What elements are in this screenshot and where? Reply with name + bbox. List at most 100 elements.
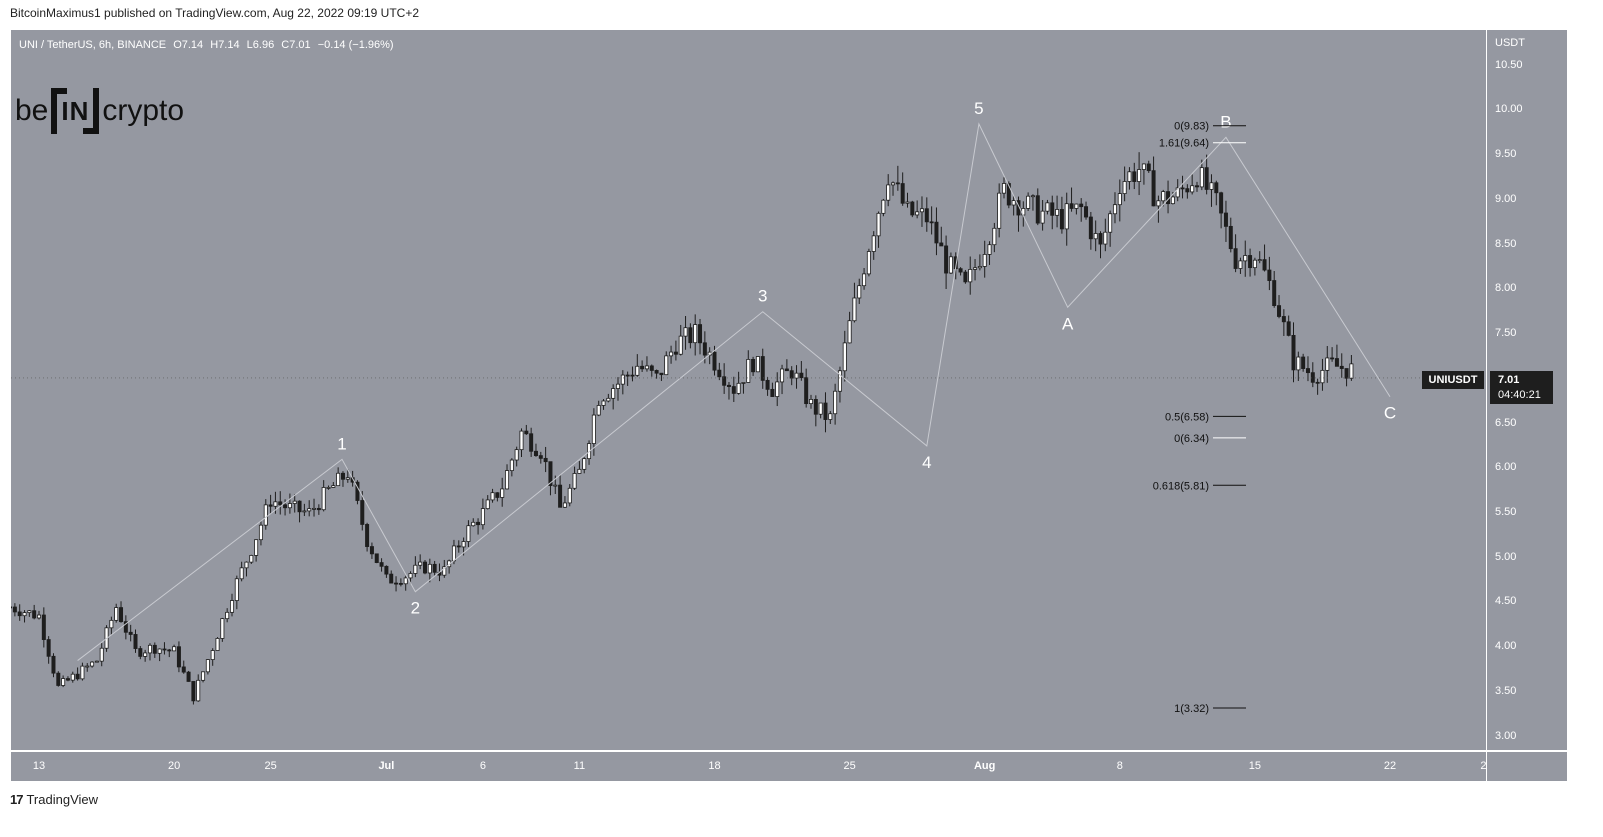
candle-body <box>12 606 17 613</box>
candle-body <box>1035 195 1040 224</box>
candle-body <box>939 242 944 247</box>
candle-body <box>403 577 408 585</box>
candle-body <box>548 461 553 486</box>
candle-body <box>1330 357 1335 360</box>
candle-body <box>11 606 13 609</box>
symbol-name[interactable]: UNI / TetherUS, 6h, BINANCE <box>19 39 167 51</box>
candle-body <box>85 665 90 668</box>
candle-body <box>316 507 321 511</box>
time-axis[interactable]: 132025Jul6111825Aug8152227 <box>11 751 1493 781</box>
candle-body <box>562 502 567 508</box>
candle-body <box>1055 209 1060 216</box>
candle-body <box>736 382 741 394</box>
candle-body <box>1045 202 1050 212</box>
candle-body <box>1248 255 1253 269</box>
price-tick-label: 4.00 <box>1495 640 1517 653</box>
candle-body <box>302 510 307 513</box>
price-tick-label: 6.50 <box>1495 416 1517 429</box>
candle-body <box>731 386 736 394</box>
candle-body <box>476 521 481 526</box>
candle-body <box>770 388 775 397</box>
candle-body <box>1195 185 1200 188</box>
candle-body <box>722 376 727 386</box>
price-tick-label: 7.50 <box>1495 327 1517 340</box>
candle-body <box>1161 191 1166 202</box>
candle-body <box>456 545 461 548</box>
candle-body <box>143 652 148 657</box>
candle-body <box>891 182 896 186</box>
candle-body <box>919 208 924 213</box>
candle-body <box>1305 368 1310 374</box>
candle-body <box>948 256 953 274</box>
candle-body <box>162 648 167 651</box>
candle-body <box>982 254 987 267</box>
candle-body <box>408 573 413 579</box>
open-key: O <box>173 39 182 51</box>
candle-body <box>1006 183 1011 206</box>
candle-body <box>746 359 751 383</box>
low-value: 6.96 <box>252 39 275 51</box>
footer-brand[interactable]: 17 TradingView <box>10 792 98 807</box>
candle-body <box>837 370 842 392</box>
candle-body <box>866 251 871 275</box>
time-tick-label: 25 <box>843 760 856 772</box>
candle-body <box>229 600 234 613</box>
candle-body <box>567 487 572 504</box>
chart-area[interactable]: UNI / TetherUS, 6h, BINANCE O7.14 H7.14 … <box>11 30 1486 750</box>
candle-body <box>1064 203 1069 230</box>
candle-body <box>167 649 172 652</box>
candle-body <box>379 562 384 567</box>
time-tick-label: 15 <box>1248 760 1262 772</box>
wave-label: 3 <box>758 287 767 306</box>
candle-body <box>886 184 891 201</box>
candle-body <box>760 356 765 381</box>
candle-body <box>345 477 350 480</box>
candle-body <box>1325 357 1330 371</box>
candles <box>11 152 1354 705</box>
candle-body <box>780 368 785 383</box>
logo-box: IN <box>51 88 100 134</box>
price-tick-label: 10.00 <box>1495 103 1523 116</box>
candle-body <box>1117 193 1122 206</box>
candle-body <box>987 244 992 255</box>
candle-body <box>828 413 833 420</box>
candle-body <box>191 681 196 702</box>
candle-body <box>1050 202 1055 216</box>
candle-body <box>726 384 731 387</box>
candle-body <box>1344 368 1349 379</box>
candle-body <box>1059 209 1064 230</box>
candle-body <box>278 501 283 506</box>
candle-body <box>331 485 336 488</box>
candle-body <box>871 235 876 252</box>
price-tick-label: 10.50 <box>1495 58 1523 71</box>
candle-body <box>635 365 640 376</box>
candle-body <box>582 458 587 470</box>
candle-body <box>900 183 905 204</box>
candle-body <box>664 355 669 376</box>
candle-body <box>157 648 162 654</box>
candle-body <box>133 634 138 649</box>
candle-body <box>172 646 177 652</box>
price-chart[interactable]: 1 2 3 4 5 A B C 0(9.83) 1.61(9.64) 0.5(6.58) 0(6.34… <box>11 30 1486 750</box>
fib-level-label: 0.5(6.58) <box>1165 411 1209 423</box>
candle-body <box>109 619 114 629</box>
candle-body <box>852 297 857 322</box>
candle-body <box>915 211 920 216</box>
candle-body <box>1214 182 1219 194</box>
candle-body <box>775 381 780 397</box>
candle-body <box>1103 231 1108 245</box>
candle-body <box>630 374 635 377</box>
candle-body <box>533 450 538 457</box>
price-axis[interactable]: USDT 10.5010.009.509.008.508.007.507.006… <box>1486 30 1567 750</box>
candle-body <box>46 639 51 657</box>
high-value: 7.14 <box>218 39 240 51</box>
symbol-legend: UNI / TetherUS, 6h, BINANCE O7.14 H7.14 … <box>19 39 394 51</box>
candle-body <box>1223 212 1228 227</box>
candle-body <box>215 638 220 651</box>
candle-body <box>413 564 418 574</box>
candle-body <box>1079 203 1084 208</box>
candle-body <box>61 678 66 686</box>
logo-left-text: be <box>15 94 49 127</box>
candle-body <box>1175 187 1180 198</box>
fib-level-label: 1(3.32) <box>1174 703 1209 715</box>
